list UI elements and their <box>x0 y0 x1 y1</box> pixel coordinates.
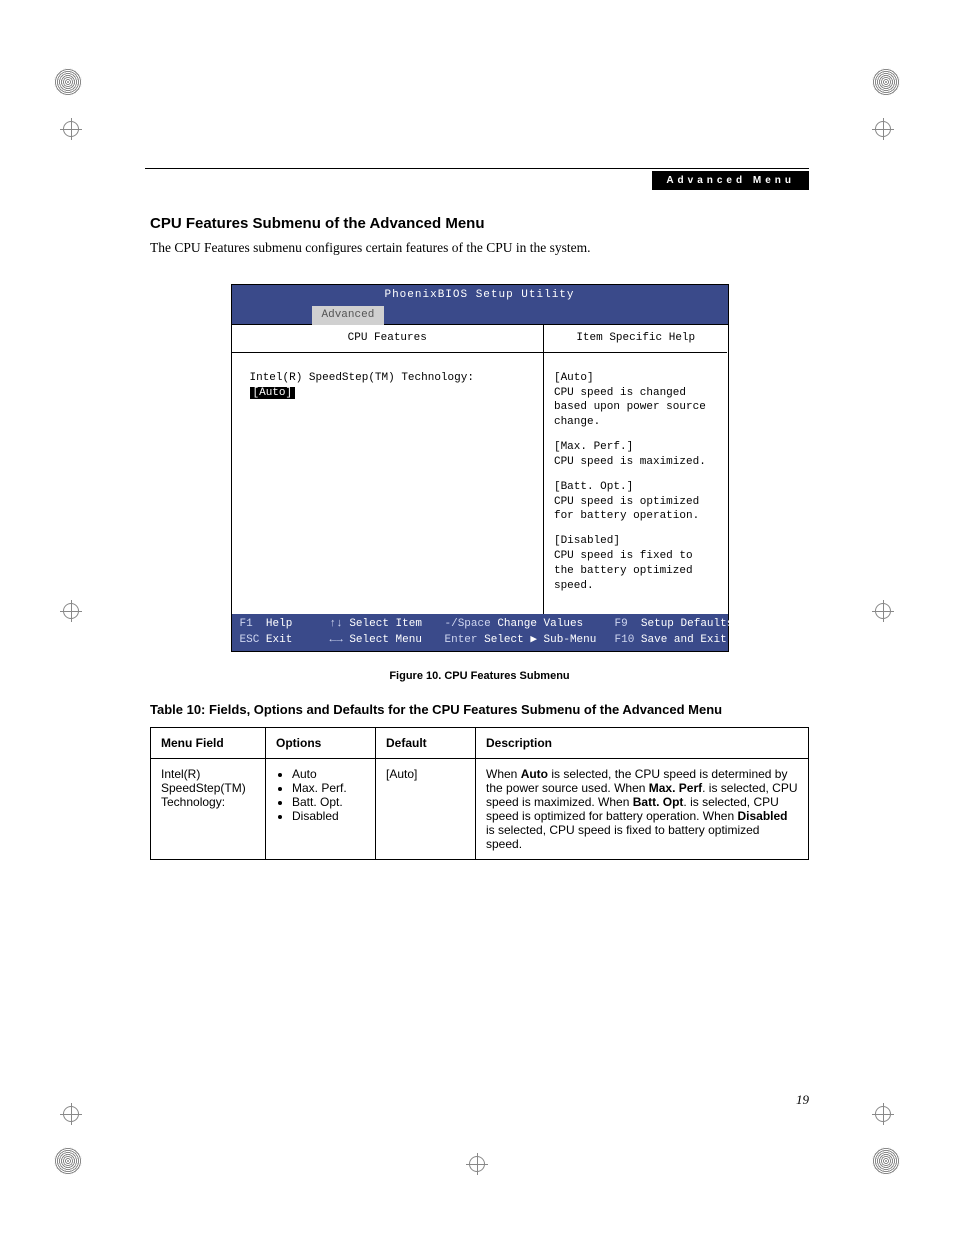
option-item: Disabled <box>292 809 365 823</box>
section-intro: The CPU Features submenu configures cert… <box>150 240 809 256</box>
bios-help-block: [Disabled] CPU speed is fixed to the bat… <box>554 534 718 593</box>
bios-key: ↑↓ <box>330 618 343 630</box>
option-item: Batt. Opt. <box>292 795 365 809</box>
bios-setting-value: [Auto] <box>250 387 296 399</box>
bios-key-label: Change Values <box>497 618 583 630</box>
table-title: Table 10: Fields, Options and Defaults f… <box>150 702 809 717</box>
bios-key-label: Select Item <box>349 618 422 630</box>
option-item: Max. Perf. <box>292 781 365 795</box>
bios-help-block: [Batt. Opt.] CPU speed is optimized for … <box>554 480 718 525</box>
cell-default: [Auto] <box>376 759 476 860</box>
bios-key: ←→ <box>330 634 343 646</box>
cell-options: Auto Max. Perf. Batt. Opt. Disabled <box>266 759 376 860</box>
spec-table: Menu Field Options Default Description I… <box>150 727 809 860</box>
bios-key: F9 <box>615 618 628 630</box>
bios-screenshot: PhoenixBIOS Setup Utility Advanced CPU F… <box>231 284 729 652</box>
option-item: Auto <box>292 767 365 781</box>
bios-help-block: [Auto] CPU speed is changed based upon p… <box>554 371 718 430</box>
bios-tab-advanced: Advanced <box>312 306 385 325</box>
table-header-row: Menu Field Options Default Description <box>151 728 809 759</box>
table-col-header: Description <box>476 728 809 759</box>
table-row: Intel(R) SpeedStep(TM) Technology: Auto … <box>151 759 809 860</box>
bios-setting-label: Intel(R) SpeedStep(TM) Technology: <box>250 372 474 384</box>
cell-description: When Auto is selected, the CPU speed is … <box>476 759 809 860</box>
bios-key-label: Save and Exit <box>641 634 727 646</box>
bios-title: PhoenixBIOS Setup Utility <box>232 285 728 306</box>
bios-key: -/Space <box>445 618 491 630</box>
header-rule <box>145 168 809 169</box>
bios-right-heading: Item Specific Help <box>544 325 728 353</box>
bios-key-label: Select Menu <box>349 634 422 646</box>
bios-footer: F1 Help ↑↓ Select Item -/Space Change Va… <box>232 614 728 652</box>
figure-caption: Figure 10. CPU Features Submenu <box>150 670 809 682</box>
bios-key: F10 <box>615 634 635 646</box>
bios-key-label: Exit <box>266 634 292 646</box>
table-col-header: Menu Field <box>151 728 266 759</box>
bios-key: Enter <box>445 634 478 646</box>
bios-key-label: Setup Defaults <box>641 618 733 630</box>
header-badge: Advanced Menu <box>652 171 809 190</box>
bios-help-body: [Auto] CPU speed is changed based upon p… <box>544 353 728 614</box>
table-col-header: Options <box>266 728 376 759</box>
bios-left-heading: CPU Features <box>232 325 543 353</box>
bios-tabbar: Advanced <box>232 306 728 324</box>
bios-key: ESC <box>240 634 260 646</box>
section-title: CPU Features Submenu of the Advanced Men… <box>150 215 809 232</box>
bios-key-label: Help <box>266 618 292 630</box>
cell-menu-field: Intel(R) SpeedStep(TM) Technology: <box>151 759 266 860</box>
bios-key-label: Select ▶ Sub-Menu <box>484 634 596 646</box>
table-col-header: Default <box>376 728 476 759</box>
page-number: 19 <box>796 1092 809 1108</box>
bios-help-block: [Max. Perf.] CPU speed is maximized. <box>554 440 718 470</box>
bios-key: F1 <box>240 618 253 630</box>
